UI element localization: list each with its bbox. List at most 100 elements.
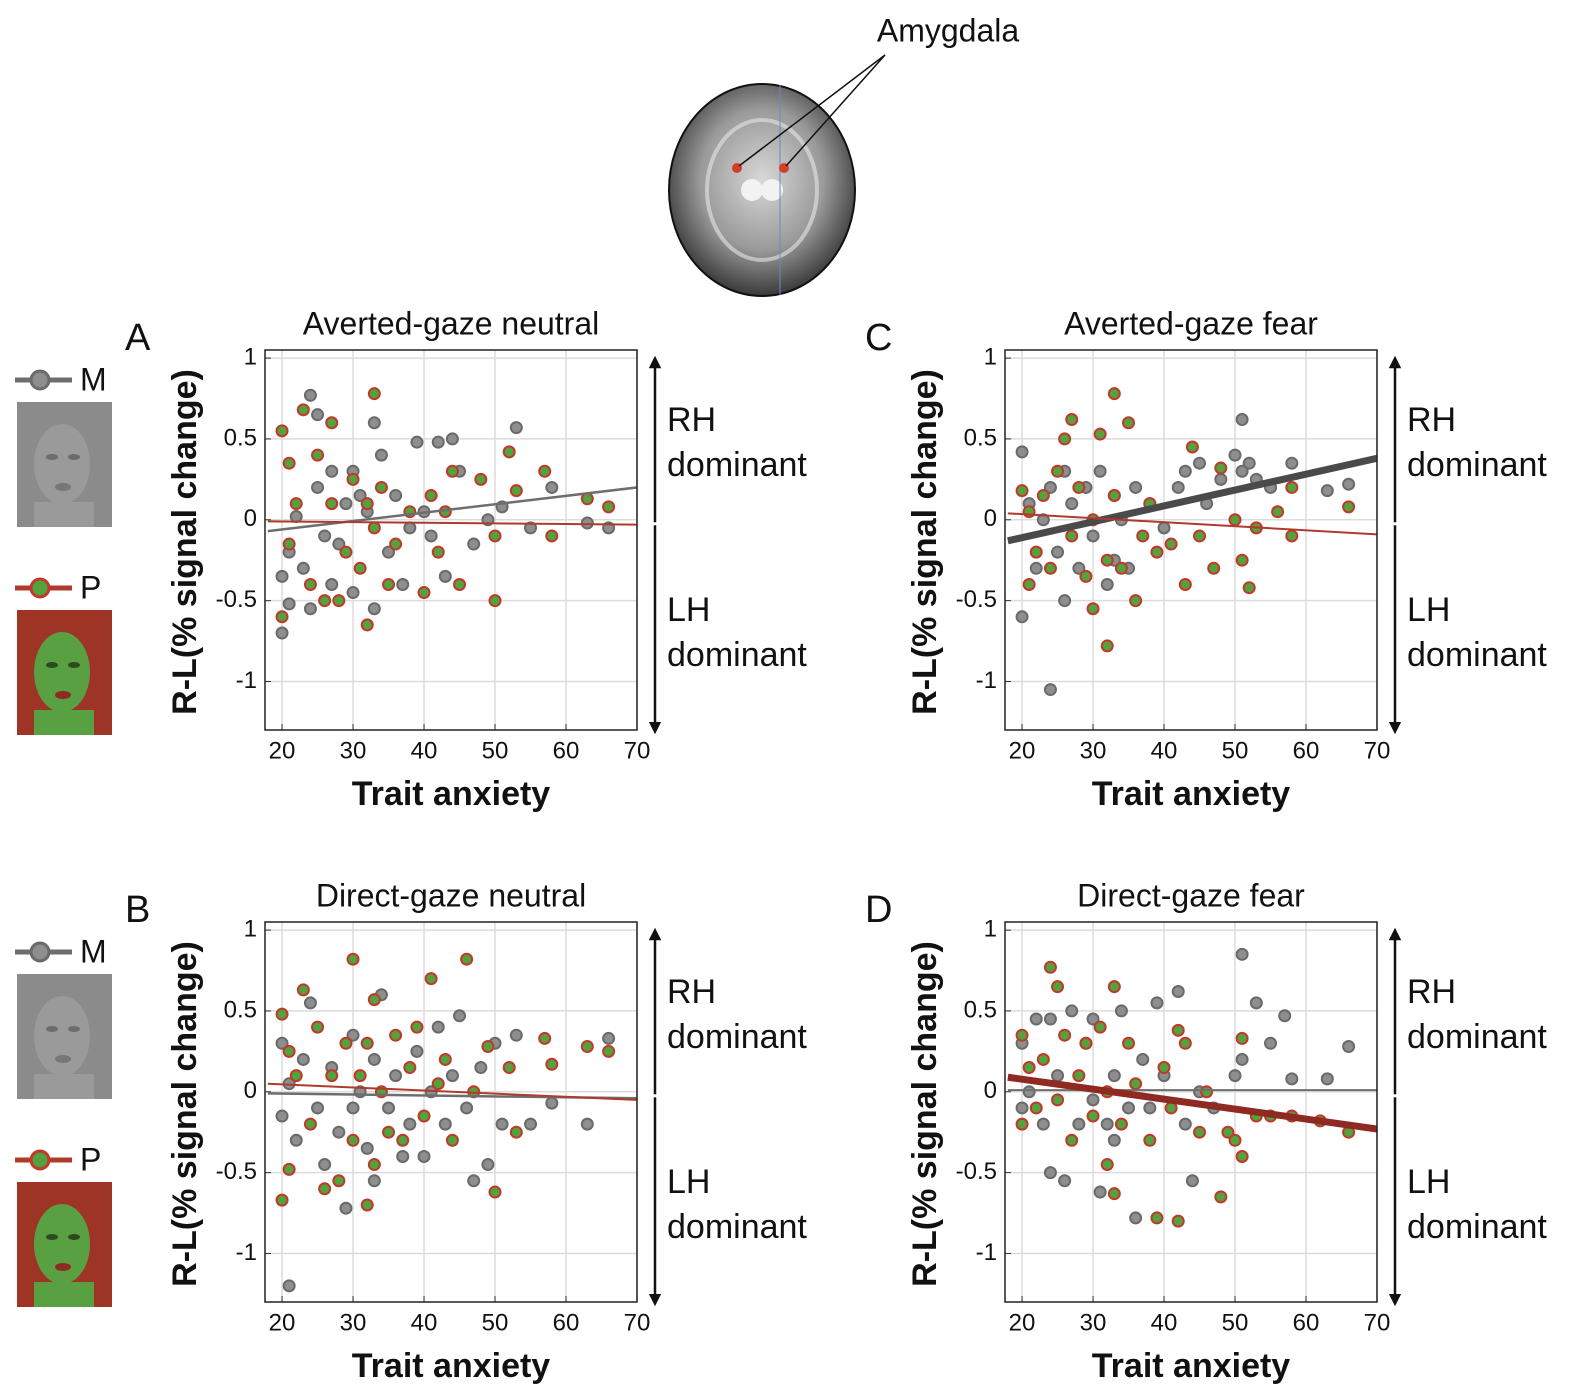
side-annotation: dominant — [1407, 636, 1547, 674]
face-image — [55, 691, 71, 699]
scatter-point — [1342, 1040, 1356, 1054]
scatter-point — [1235, 464, 1249, 478]
face-image — [68, 1026, 80, 1032]
scatter-point — [311, 480, 325, 494]
scatter-point — [1228, 1069, 1242, 1083]
scatter-point — [474, 1061, 488, 1075]
y-tick-label: 0.5 — [224, 996, 257, 1023]
scatter-point — [1015, 1028, 1029, 1042]
x-tick-label: 40 — [411, 1309, 438, 1336]
scatter-point — [1136, 1052, 1150, 1066]
scatter-point — [1029, 561, 1043, 575]
scatter-point — [1342, 477, 1356, 491]
scatter-point — [374, 448, 388, 462]
scatter-point — [303, 602, 317, 616]
scatter-point — [1107, 980, 1121, 994]
scatter-point — [1143, 1133, 1157, 1147]
plot-frame — [1004, 349, 1378, 731]
scatter-point — [1100, 639, 1114, 653]
scatter-point — [353, 1069, 367, 1083]
scatter-point — [438, 1052, 452, 1066]
scatter-point — [396, 1133, 410, 1147]
side-annotation: dominant — [667, 1208, 807, 1246]
scatter-point — [424, 489, 438, 503]
scatter-point — [1178, 464, 1192, 478]
chart-title: Direct-gaze neutral — [316, 877, 586, 913]
scatter-point — [1143, 1101, 1157, 1115]
scatter-point — [1015, 1117, 1029, 1131]
scatter-point — [275, 424, 289, 438]
scatter-point — [282, 1162, 296, 1176]
scatter-point — [1093, 1020, 1107, 1034]
scatter-point — [453, 1009, 467, 1023]
scatter-point — [580, 516, 594, 530]
face-image — [55, 483, 71, 491]
scatter-point — [325, 577, 339, 591]
x-tick-label: 20 — [269, 1309, 296, 1336]
scatter-point — [410, 435, 424, 449]
trend-line — [267, 486, 637, 533]
face-image — [46, 662, 58, 668]
scatter-point — [1122, 416, 1136, 430]
legend-label: M — [80, 933, 107, 969]
scatter-point — [524, 1117, 538, 1131]
scatter-point — [1043, 1012, 1057, 1026]
scatter-point — [1051, 980, 1065, 994]
scatter-point — [339, 1201, 353, 1215]
scatter-point — [580, 1040, 594, 1054]
y-tick-label: -1 — [976, 667, 997, 694]
scatter-point — [1036, 489, 1050, 503]
scatter-point — [1207, 561, 1221, 575]
scatter-point — [1235, 947, 1249, 961]
scatter-point — [339, 1036, 353, 1050]
scatter-point — [1015, 1101, 1029, 1115]
scatter-point — [282, 537, 296, 551]
scatter-point — [1150, 996, 1164, 1010]
scatter-point — [460, 1101, 474, 1115]
x-tick-label: 30 — [1080, 1309, 1107, 1336]
scatter-point — [1100, 1158, 1114, 1172]
scatter-point — [325, 464, 339, 478]
scatter-point — [360, 1036, 374, 1050]
scatter-point — [1036, 1117, 1050, 1131]
scatter-point — [431, 545, 445, 559]
side-annotation: LH — [1407, 591, 1450, 629]
scatter-point — [1029, 1101, 1043, 1115]
scatter-point — [524, 521, 538, 535]
scatter-point — [445, 1069, 459, 1083]
y-tick-label: 0 — [984, 505, 997, 532]
annotation: Amygdala — [877, 12, 1020, 48]
panel-label: D — [865, 889, 892, 931]
x-tick-label: 70 — [1364, 737, 1391, 764]
scatter-point — [502, 445, 516, 459]
scatter-point — [367, 993, 381, 1007]
scatter-point — [602, 500, 616, 514]
scatter-point — [481, 1158, 495, 1172]
x-tick-label: 50 — [1222, 737, 1249, 764]
scatter-point — [1051, 1069, 1065, 1083]
scatter-point — [1093, 427, 1107, 441]
scatter-point — [1129, 1077, 1143, 1091]
scatter-point — [431, 1020, 445, 1034]
scatter-point — [509, 421, 523, 435]
scatter-point — [1043, 480, 1057, 494]
scatter-point — [509, 1028, 523, 1042]
scatter-point — [1107, 1187, 1121, 1201]
scatter-point — [1015, 445, 1029, 459]
scatter-point — [1051, 464, 1065, 478]
scatter-point — [1278, 1009, 1292, 1023]
scatter-point — [1015, 484, 1029, 498]
x-tick-label: 30 — [340, 1309, 367, 1336]
legend-marker — [29, 941, 51, 963]
scatter-point — [1228, 448, 1242, 462]
x-tick-label: 30 — [340, 737, 367, 764]
scatter-point — [339, 497, 353, 511]
scatter-point — [1235, 413, 1249, 427]
scatter-point — [282, 1279, 296, 1293]
scatter-point — [417, 1109, 431, 1123]
scatter-point — [1122, 1036, 1136, 1050]
y-tick-label: 0 — [984, 1077, 997, 1104]
scatter-point — [1150, 1211, 1164, 1225]
scatter-point — [1214, 1190, 1228, 1204]
